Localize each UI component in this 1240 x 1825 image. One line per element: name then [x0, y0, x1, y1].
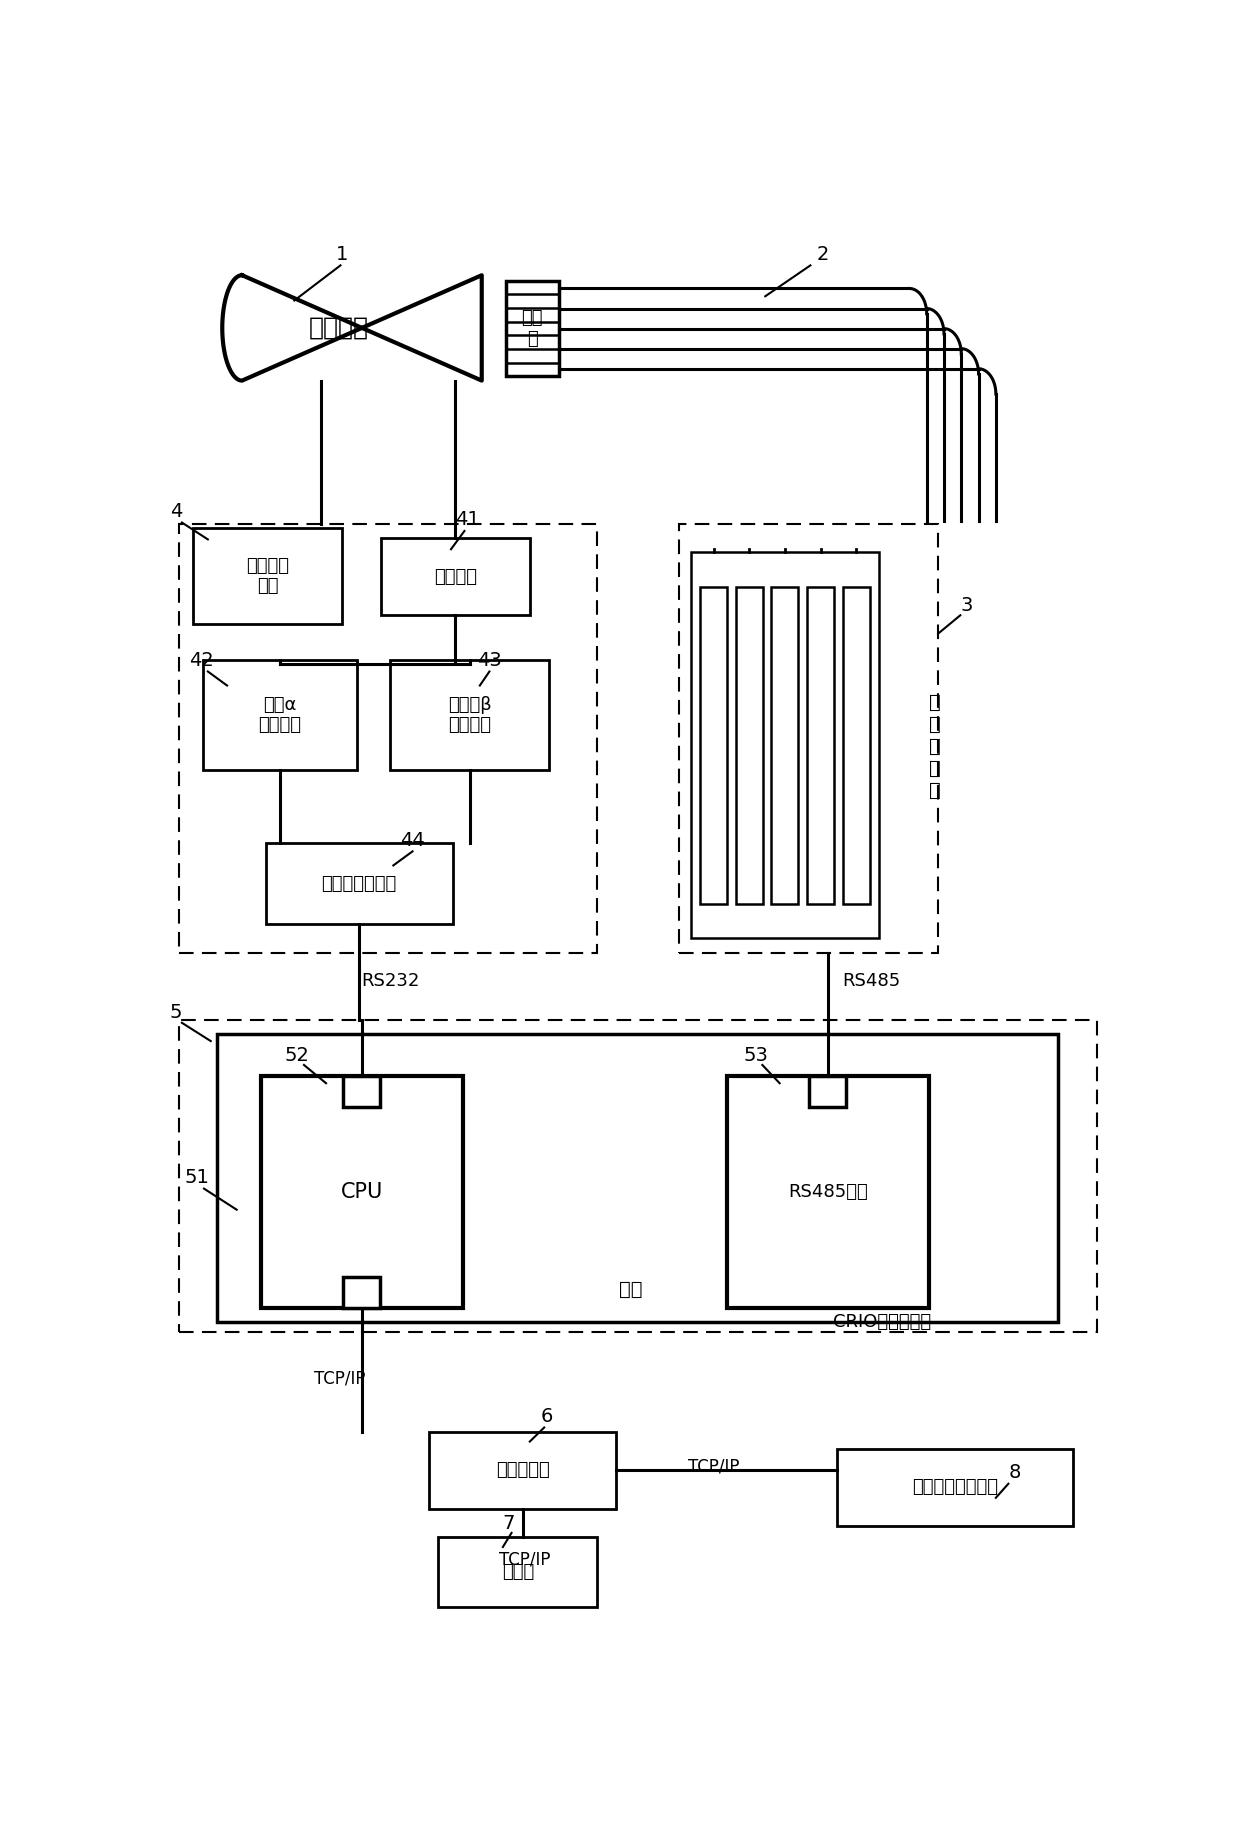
- Bar: [727, 1077, 929, 1309]
- Text: 角度变换
装置: 角度变换 装置: [247, 557, 289, 595]
- Text: 52: 52: [285, 1046, 310, 1064]
- Text: 43: 43: [477, 652, 502, 670]
- Bar: [217, 1035, 1058, 1321]
- Bar: [193, 527, 342, 624]
- Text: 5: 5: [170, 1004, 182, 1022]
- Bar: [343, 1278, 379, 1309]
- Bar: [179, 1020, 1096, 1332]
- Text: 风洞风速控制系统: 风洞风速控制系统: [913, 1478, 998, 1496]
- Bar: [506, 281, 558, 376]
- Bar: [381, 538, 529, 615]
- Text: TCP/IP: TCP/IP: [500, 1551, 551, 1570]
- Bar: [843, 588, 869, 903]
- Bar: [678, 524, 939, 953]
- Text: 1: 1: [336, 245, 348, 263]
- Text: 多轴电机驱动器: 多轴电机驱动器: [321, 874, 397, 892]
- Bar: [691, 551, 879, 938]
- Bar: [260, 1077, 463, 1309]
- Text: 2: 2: [817, 245, 830, 263]
- Bar: [391, 661, 549, 770]
- Text: 网络交换机: 网络交换机: [496, 1462, 549, 1480]
- Text: TCP/IP: TCP/IP: [688, 1458, 740, 1476]
- Bar: [343, 1077, 379, 1108]
- Bar: [807, 588, 835, 903]
- Text: RS485: RS485: [842, 971, 900, 989]
- Text: 测压
管: 测压 管: [522, 308, 543, 349]
- Text: 8: 8: [1009, 1464, 1022, 1482]
- Text: 53: 53: [743, 1046, 768, 1064]
- Text: 上位机: 上位机: [502, 1564, 534, 1580]
- Text: 3: 3: [961, 597, 973, 615]
- Text: RS485模块: RS485模块: [787, 1183, 868, 1201]
- Bar: [771, 588, 799, 903]
- Text: 6: 6: [541, 1407, 553, 1425]
- Text: 7: 7: [502, 1513, 515, 1533]
- Bar: [701, 588, 727, 903]
- Text: 多孔探针: 多孔探针: [309, 316, 370, 339]
- Text: RS232: RS232: [362, 971, 420, 989]
- Bar: [810, 1077, 846, 1108]
- Bar: [429, 1433, 616, 1509]
- Text: 攻角α
步进电机: 攻角α 步进电机: [258, 695, 301, 734]
- Text: CPU: CPU: [341, 1183, 383, 1203]
- Polygon shape: [222, 276, 481, 381]
- Text: CRIO实时控制器: CRIO实时控制器: [833, 1314, 931, 1330]
- Bar: [735, 588, 763, 903]
- Bar: [179, 524, 598, 953]
- Text: 机箱: 机箱: [619, 1281, 642, 1299]
- Text: 侧滑角β
步进电机: 侧滑角β 步进电机: [448, 695, 491, 734]
- Bar: [265, 843, 453, 925]
- Bar: [837, 1449, 1073, 1526]
- Bar: [439, 1537, 596, 1608]
- Text: 44: 44: [401, 830, 425, 850]
- Text: 41: 41: [455, 511, 480, 529]
- Text: 压
力
传
感
器: 压 力 传 感 器: [930, 692, 941, 799]
- Bar: [203, 661, 357, 770]
- Text: TCP/IP: TCP/IP: [314, 1369, 365, 1387]
- Text: 51: 51: [185, 1168, 210, 1186]
- Text: 二维转台: 二维转台: [434, 568, 477, 586]
- Text: 42: 42: [188, 652, 213, 670]
- Text: 4: 4: [170, 502, 182, 520]
